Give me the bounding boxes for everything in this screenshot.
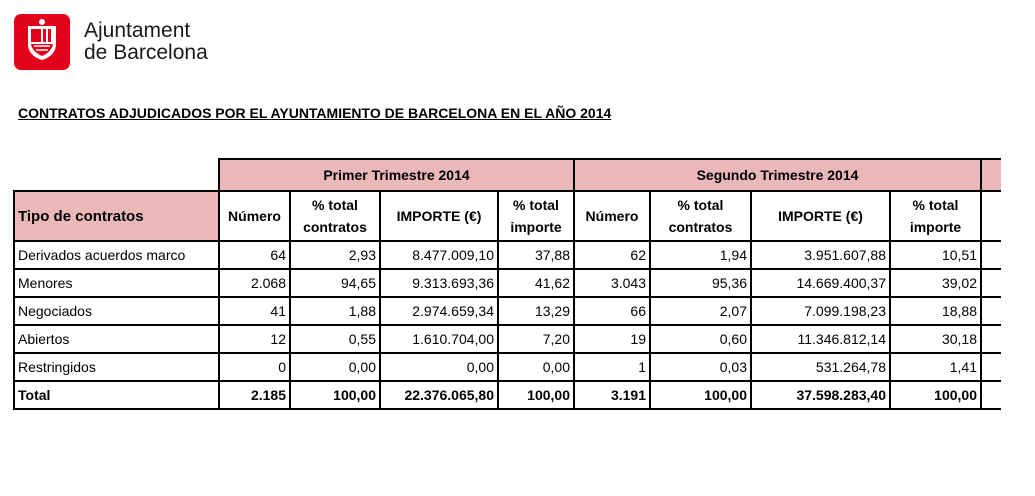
q2-pct-importe-cell: 10,51 xyxy=(889,240,982,270)
q1-pct-importe-cell: 41,62 xyxy=(497,268,575,298)
q1-pct-contratos-cell: 94,65 xyxy=(289,268,381,298)
header-line: % total xyxy=(312,197,358,213)
q2-numero-cell: 66 xyxy=(573,296,651,326)
total-q2-pct-importe: 100,00 xyxy=(889,380,982,410)
ajuntament-logo: Ajuntament de Barcelona xyxy=(14,14,208,70)
total-row: Total 2.185 100,00 22.376.065,80 100,00 … xyxy=(13,380,1001,410)
q1-pct-contratos-header: % total contratos xyxy=(289,190,381,242)
q2-importe-cell: 14.669.400,37 xyxy=(750,268,891,298)
row-tipo: Negociados xyxy=(13,296,220,326)
table-row: Derivados acuerdos marco 64 2,93 8.477.009,… xyxy=(13,240,1001,270)
total-q1-pct-importe: 100,00 xyxy=(497,380,575,410)
q1-pct-importe-cell: 13,29 xyxy=(497,296,575,326)
clipped-cell xyxy=(980,380,1001,410)
q2-pct-importe-cell: 1,41 xyxy=(889,352,982,382)
logo-line-1: Ajuntament xyxy=(84,19,191,42)
q2-numero-cell: 3.043 xyxy=(573,268,651,298)
barcelona-shield-icon xyxy=(14,14,70,70)
q2-pct-importe-cell: 39,02 xyxy=(889,268,982,298)
header-line: contratos xyxy=(303,219,367,235)
q1-numero-cell: 12 xyxy=(218,324,291,354)
q2-importe-cell: 3.951.607,88 xyxy=(750,240,891,270)
q1-importe-cell: 8.477.009,10 xyxy=(379,240,499,270)
header-line: % total xyxy=(513,197,559,213)
total-q1-numero: 2.185 xyxy=(218,380,291,410)
total-label: Total xyxy=(13,380,220,410)
q2-importe-cell: 11.346.812,14 xyxy=(750,324,891,354)
q2-pct-importe-header: % total importe xyxy=(889,190,982,242)
q2-numero-cell: 19 xyxy=(573,324,651,354)
header-line: % total xyxy=(677,197,724,213)
total-q2-importe: 37.598.283,40 xyxy=(750,380,891,410)
q1-pct-importe-cell: 37,88 xyxy=(497,240,575,270)
total-q1-importe: 22.376.065,80 xyxy=(379,380,499,410)
q1-importe-header: IMPORTE (€) xyxy=(379,190,499,242)
header-line: importe xyxy=(909,219,962,235)
column-header-row: Tipo de contratos Número % total contrato… xyxy=(13,190,1001,242)
q1-pct-contratos-cell: 1,88 xyxy=(289,296,381,326)
q2-pct-contratos-cell: 0,60 xyxy=(649,324,752,354)
clipped-cell xyxy=(980,240,1001,270)
q2-numero-cell: 62 xyxy=(573,240,651,270)
q1-numero-cell: 0 xyxy=(218,352,291,382)
q2-pct-contratos-cell: 2,07 xyxy=(649,296,752,326)
q2-pct-contratos-header: % total contratos xyxy=(649,190,752,242)
q1-importe-cell: 0,00 xyxy=(379,352,499,382)
q1-pct-contratos-cell: 0,00 xyxy=(289,352,381,382)
q2-importe-cell: 531.264,78 xyxy=(750,352,891,382)
logo-line-2: de Barcelona xyxy=(84,41,208,64)
table-row: Abiertos 12 0,55 1.610.704,00 7,20 19 0,60 11.3… xyxy=(13,324,1001,354)
clipped-cell xyxy=(980,268,1001,298)
q1-pct-contratos-cell: 0,55 xyxy=(289,324,381,354)
q2-pct-contratos-cell: 95,36 xyxy=(649,268,752,298)
clipped-cell xyxy=(980,324,1001,354)
row-tipo: Derivados acuerdos marco xyxy=(13,240,220,270)
logo-text: Ajuntament de Barcelona xyxy=(84,20,208,64)
group-header-q1: Primer Trimestre 2014 xyxy=(218,158,575,192)
type-column-header: Tipo de contratos xyxy=(13,190,220,242)
q1-numero-cell: 41 xyxy=(218,296,291,326)
table-row: Negociados 41 1,88 2.974.659,34 13,29 66 2,07 7… xyxy=(13,296,1001,326)
header-line: % total xyxy=(912,197,959,213)
q1-numero-header: Número xyxy=(218,190,291,242)
q2-numero-header: Número xyxy=(573,190,651,242)
row-tipo: Abiertos xyxy=(13,324,220,354)
q2-numero-cell: 1 xyxy=(573,352,651,382)
group-header-row: Primer Trimestre 2014 Segundo Trimestre … xyxy=(14,158,1001,192)
q2-pct-contratos-cell: 0,03 xyxy=(649,352,752,382)
group-header-q2: Segundo Trimestre 2014 xyxy=(573,158,982,192)
clipped-cell xyxy=(980,296,1001,326)
group-header-q3-clipped xyxy=(980,158,1001,192)
clipped-cell xyxy=(980,352,1001,382)
q1-numero-cell: 2.068 xyxy=(218,268,291,298)
q2-importe-cell: 7.099.198,23 xyxy=(750,296,891,326)
header-line: contratos xyxy=(668,219,733,235)
clipped-header-cell xyxy=(980,190,1001,242)
total-q2-pct-contratos: 100,00 xyxy=(649,380,752,410)
q2-pct-importe-cell: 18,88 xyxy=(889,296,982,326)
q2-importe-header: IMPORTE (€) xyxy=(750,190,891,242)
document-title: CONTRATOS ADJUDICADOS POR EL AYUNTAMIENT… xyxy=(18,105,612,121)
contracts-table: Primer Trimestre 2014 Segundo Trimestre … xyxy=(13,158,1001,410)
row-tipo: Restringidos xyxy=(13,352,220,382)
row-tipo: Menores xyxy=(13,268,220,298)
table-row: Menores 2.068 94,65 9.313.693,36 41,62 3.043 9… xyxy=(13,268,1001,298)
table-row: Restringidos 0 0,00 0,00 0,00 1 0,03 531.264,78… xyxy=(13,352,1001,382)
header-line: importe xyxy=(510,219,562,235)
q1-importe-cell: 9.313.693,36 xyxy=(379,268,499,298)
total-q2-numero: 3.191 xyxy=(573,380,651,410)
q1-pct-importe-header: % total importe xyxy=(497,190,575,242)
q1-pct-importe-cell: 7,20 xyxy=(497,324,575,354)
q2-pct-importe-cell: 30,18 xyxy=(889,324,982,354)
q1-importe-cell: 1.610.704,00 xyxy=(379,324,499,354)
q1-pct-importe-cell: 0,00 xyxy=(497,352,575,382)
q1-numero-cell: 64 xyxy=(218,240,291,270)
blank-corner xyxy=(14,159,220,192)
q1-importe-cell: 2.974.659,34 xyxy=(379,296,499,326)
q2-pct-contratos-cell: 1,94 xyxy=(649,240,752,270)
table-body: Derivados acuerdos marco 64 2,93 8.477.009,… xyxy=(13,240,1001,382)
q1-pct-contratos-cell: 2,93 xyxy=(289,240,381,270)
total-q1-pct-contratos: 100,00 xyxy=(289,380,381,410)
